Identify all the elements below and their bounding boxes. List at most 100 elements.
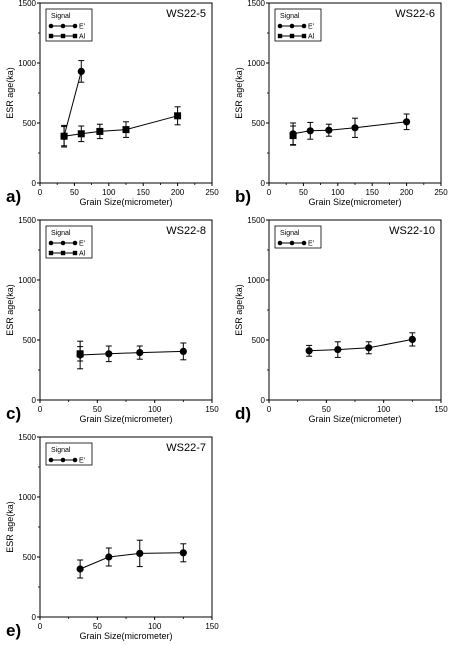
y-tick-label: 1500 <box>247 216 265 225</box>
x-axis-label: Grain Size(micrometer) <box>79 414 172 424</box>
legend-entry: E' <box>308 241 314 248</box>
y-tick-label: 1500 <box>247 0 265 8</box>
series-e-prime <box>76 340 187 370</box>
legend-entry: E' <box>79 458 85 465</box>
legend-entry: Al <box>79 251 86 258</box>
y-tick-label: 0 <box>32 613 37 622</box>
legend-marker <box>60 23 66 29</box>
legend-title: Signal <box>280 230 300 237</box>
y-tick-label: 1500 <box>18 216 36 225</box>
x-axis-label: Grain Size(micrometer) <box>308 414 401 424</box>
data-point <box>76 350 84 358</box>
series-al <box>60 106 182 147</box>
x-tick-label: 250 <box>205 188 219 197</box>
x-tick-label: 100 <box>331 188 345 197</box>
chart-title: WS22-5 <box>166 8 206 20</box>
legend-title: Signal <box>51 447 71 454</box>
data-point <box>136 349 144 357</box>
legend-marker <box>48 33 54 39</box>
y-axis-label: ESR age(ka) <box>5 501 15 553</box>
y-tick-label: 1000 <box>247 59 265 68</box>
series-e-prime <box>305 332 416 358</box>
legend-marker <box>72 457 78 463</box>
legend: Signal E' Al <box>274 8 322 42</box>
legend-marker <box>48 23 54 29</box>
legend-entry: E' <box>79 241 85 248</box>
data-point <box>77 67 85 75</box>
data-point <box>306 127 314 135</box>
legend-marker <box>277 33 283 39</box>
legend-entry: Al <box>308 34 315 41</box>
legend-marker <box>72 250 78 256</box>
y-axis-label: ESR age(ka) <box>5 284 15 336</box>
x-tick-label: 0 <box>38 622 43 631</box>
x-tick-label: 150 <box>137 188 151 197</box>
data-point <box>365 344 373 352</box>
x-tick-label: 50 <box>93 622 102 631</box>
data-point <box>174 112 182 120</box>
series-line <box>79 552 184 570</box>
chart-title: WS22-7 <box>166 442 206 454</box>
legend-marker <box>301 23 307 29</box>
y-tick-label: 500 <box>252 336 266 345</box>
legend-marker <box>60 457 66 463</box>
x-tick-label: 100 <box>148 622 162 631</box>
data-point <box>334 346 342 354</box>
legend-marker <box>48 457 54 463</box>
data-point <box>179 549 187 557</box>
x-tick-label: 150 <box>205 622 219 631</box>
series-line <box>309 338 413 352</box>
y-tick-label: 500 <box>23 336 37 345</box>
x-tick-label: 50 <box>322 405 331 414</box>
panel-label: a) <box>6 187 21 206</box>
legend-marker <box>277 23 283 29</box>
x-tick-label: 100 <box>377 405 391 414</box>
legend-entry: E' <box>79 24 85 31</box>
x-tick-label: 200 <box>400 188 414 197</box>
data-point <box>136 549 144 558</box>
y-tick-label: 500 <box>252 119 266 128</box>
legend-title: Signal <box>280 13 300 20</box>
legend-marker <box>289 240 295 246</box>
legend-marker <box>301 240 307 246</box>
y-tick-label: 0 <box>32 179 37 188</box>
chart-title: WS22-6 <box>395 8 435 20</box>
panel-label: b) <box>235 187 251 206</box>
chart-panel-1: 0 50 100 150 200 250 0 500 1000 1500 Grain Size(mi… <box>5 0 219 207</box>
data-point <box>96 127 104 135</box>
x-tick-label: 250 <box>434 188 448 197</box>
x-tick-label: 0 <box>38 188 43 197</box>
y-axis-label: ESR age(ka) <box>234 67 244 119</box>
legend: Signal E' <box>274 225 322 249</box>
legend: Signal E' <box>45 442 93 466</box>
legend-marker <box>60 240 66 246</box>
legend-entry: Al <box>79 34 86 41</box>
y-tick-label: 1000 <box>18 276 36 285</box>
chart-panel-2: 0 50 100 150 200 250 0 500 1000 1500 Grain Size(mi… <box>234 0 448 207</box>
y-tick-label: 1000 <box>247 276 265 285</box>
x-tick-label: 100 <box>148 405 162 414</box>
y-axis-label: ESR age(ka) <box>234 284 244 336</box>
legend-entry: E' <box>308 24 314 31</box>
data-point <box>122 126 130 134</box>
x-tick-label: 50 <box>93 405 102 414</box>
panel-label: c) <box>6 404 21 423</box>
y-tick-label: 1500 <box>18 433 36 442</box>
legend-marker <box>72 240 78 246</box>
data-point <box>105 350 113 358</box>
x-axis-label: Grain Size(micrometer) <box>79 197 172 207</box>
x-tick-label: 150 <box>205 405 219 414</box>
data-point <box>325 126 333 134</box>
x-tick-label: 200 <box>171 188 185 197</box>
data-point <box>408 335 416 343</box>
x-tick-label: 0 <box>267 188 272 197</box>
series-al <box>76 346 84 362</box>
data-point <box>105 553 113 561</box>
legend-marker <box>289 33 295 39</box>
x-axis-label: Grain Size(micrometer) <box>79 631 172 641</box>
data-point <box>351 124 359 132</box>
panel-label: e) <box>6 621 21 640</box>
